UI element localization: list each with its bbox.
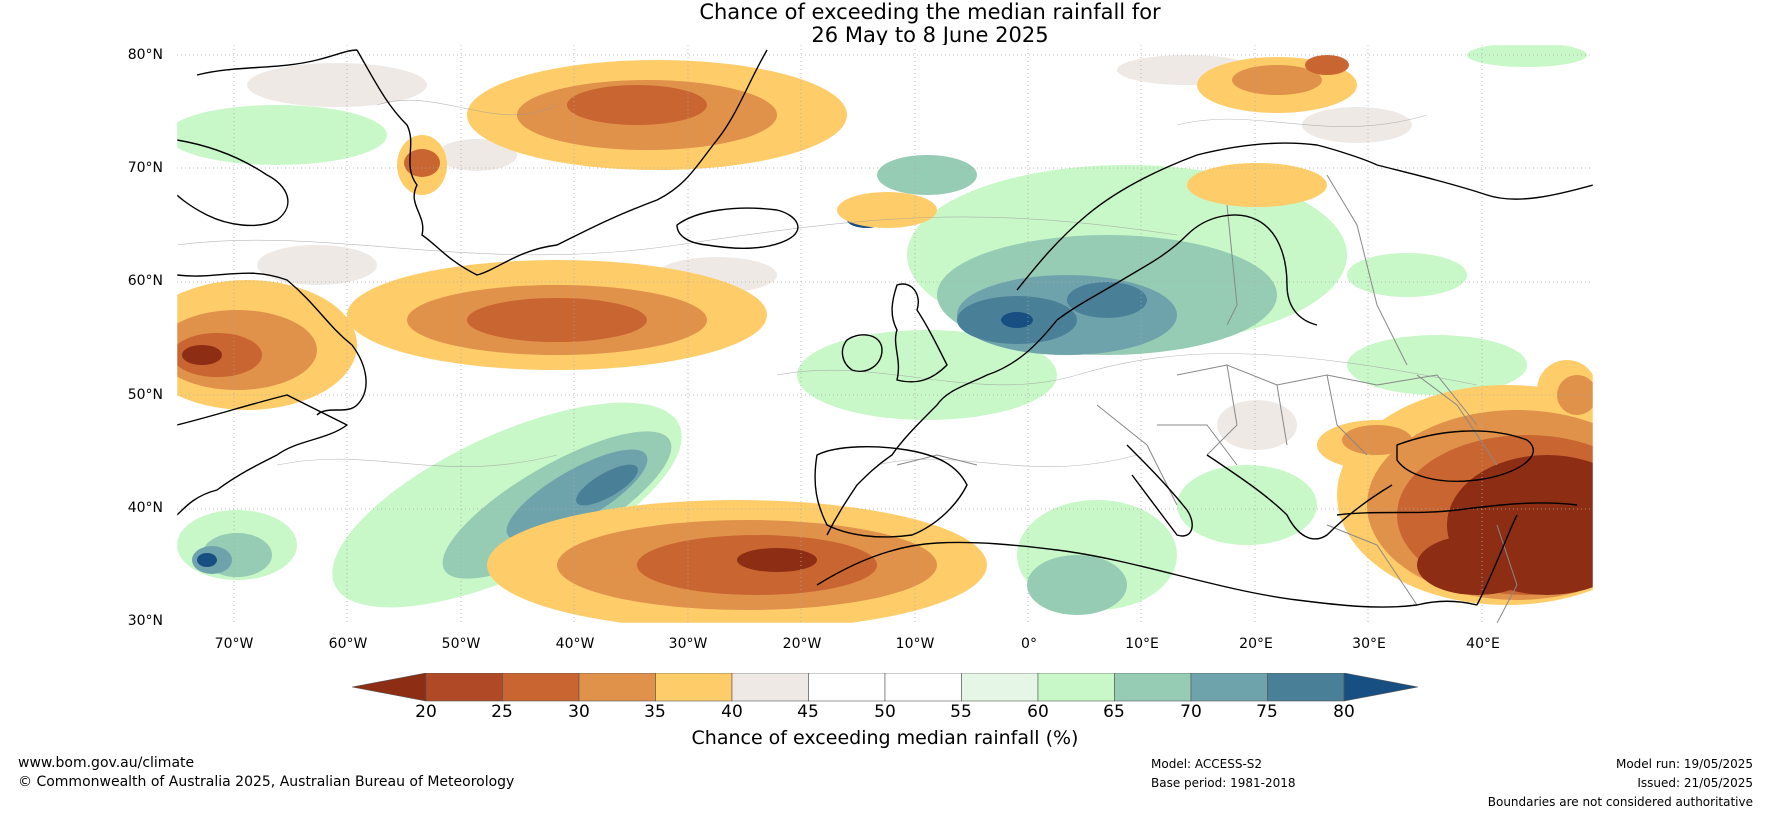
footer-website: www.bom.gov.au/climate bbox=[18, 755, 195, 771]
ireland-coast bbox=[841, 334, 883, 372]
lat-label-70n: 70°N bbox=[127, 160, 163, 176]
page-subtitle: 26 May to 8 June 2025 bbox=[811, 23, 1049, 47]
colorbar-segment-1 bbox=[425, 673, 503, 702]
lon-label-60w: 60°W bbox=[328, 636, 368, 652]
colorbar-segment-6 bbox=[808, 673, 886, 702]
iceland-coast bbox=[676, 207, 799, 249]
colorbar-segment-2 bbox=[502, 673, 580, 702]
colorbar-segment-11 bbox=[1190, 673, 1268, 702]
colorbar-tick-65: 65 bbox=[1103, 702, 1125, 722]
colorbar-tick-30: 30 bbox=[568, 702, 590, 722]
colorbar-segment-9 bbox=[1037, 673, 1115, 702]
lon-label-40w: 40°W bbox=[555, 636, 595, 652]
canadian-arctic-coast bbox=[196, 49, 358, 76]
lon-label-30w: 30°W bbox=[668, 636, 708, 652]
kola-coast bbox=[1376, 164, 1593, 200]
britain-coast bbox=[891, 283, 948, 383]
country-borders bbox=[896, 174, 1518, 623]
graticule bbox=[177, 45, 1593, 623]
colorbar-tick-45: 45 bbox=[797, 702, 819, 722]
colorbar-tick-60: 60 bbox=[1027, 702, 1049, 722]
colorbar-segment-3 bbox=[578, 673, 656, 702]
italy-coast bbox=[1126, 444, 1193, 537]
colorbar-tick-35: 35 bbox=[644, 702, 666, 722]
lon-label-50w: 50°W bbox=[441, 636, 481, 652]
lon-label-10e: 10°E bbox=[1125, 636, 1159, 652]
lon-label-40e: 40°E bbox=[1466, 636, 1500, 652]
colorbar-tick-50: 50 bbox=[874, 702, 896, 722]
labrador-coast bbox=[177, 272, 367, 416]
colorbar-segment-arrow-high bbox=[1343, 673, 1419, 702]
europe-west-coast bbox=[826, 319, 1058, 536]
colorbar-tick-55: 55 bbox=[950, 702, 972, 722]
colorbar-segment-7 bbox=[884, 673, 962, 702]
lon-label-20w: 20°W bbox=[782, 636, 822, 652]
turkey-coast bbox=[1336, 502, 1578, 606]
rainfall-probability-map bbox=[177, 45, 1593, 623]
lat-label-80n: 80°N bbox=[127, 47, 163, 63]
coastlines bbox=[177, 49, 1593, 608]
north-africa-coast bbox=[816, 541, 1478, 608]
lat-label-30n: 30°N bbox=[127, 613, 163, 629]
footer-issued: Issued: 21/05/2025 bbox=[1637, 776, 1753, 790]
iberia-coast bbox=[814, 446, 968, 538]
lat-label-40n: 40°N bbox=[127, 500, 163, 516]
colorbar-segment-arrow-low bbox=[352, 673, 427, 702]
colorbar-tick-75: 75 bbox=[1256, 702, 1278, 722]
page-title: Chance of exceeding the median rainfall … bbox=[699, 0, 1161, 24]
colorbar-segment-10 bbox=[1114, 673, 1192, 702]
footer-model: Model: ACCESS-S2 bbox=[1151, 757, 1263, 771]
lon-label-20e: 20°E bbox=[1239, 636, 1273, 652]
footer-base-period: Base period: 1981-2018 bbox=[1151, 776, 1296, 790]
footer-copyright: © Commonwealth of Australia 2025, Austra… bbox=[18, 774, 515, 790]
baffin-coast bbox=[177, 139, 289, 227]
colorbar-tick-70: 70 bbox=[1180, 702, 1202, 722]
lat-label-50n: 50°N bbox=[127, 387, 163, 403]
colorbar-tick-40: 40 bbox=[721, 702, 743, 722]
drier-patches-extreme bbox=[182, 345, 1593, 595]
lon-label-70w: 70°W bbox=[214, 636, 254, 652]
balkans-coast bbox=[1206, 454, 1393, 540]
greenland-coast bbox=[356, 49, 768, 276]
lat-label-60n: 60°N bbox=[127, 273, 163, 289]
sweden-finland-coast bbox=[1056, 214, 1318, 326]
footer-disclaimer: Boundaries are not considered authoritat… bbox=[1487, 795, 1753, 809]
colorbar bbox=[352, 673, 1419, 702]
colorbar-tick-25: 25 bbox=[491, 702, 513, 722]
colorbar-segment-5 bbox=[731, 673, 809, 702]
colorbar-segment-4 bbox=[655, 673, 733, 702]
nova-scotia-coast bbox=[177, 394, 348, 516]
lon-label-30e: 30°E bbox=[1352, 636, 1386, 652]
colorbar-tick-80: 80 bbox=[1333, 702, 1355, 722]
colorbar-tick-20: 20 bbox=[415, 702, 437, 722]
contour-lines bbox=[177, 99, 1478, 467]
black-sea-coast bbox=[1396, 430, 1534, 482]
lon-label-0: 0° bbox=[1021, 636, 1037, 652]
colorbar-label: Chance of exceeding median rainfall (%) bbox=[691, 727, 1079, 749]
footer-model-run: Model run: 19/05/2025 bbox=[1615, 757, 1753, 771]
colorbar-segment-8 bbox=[961, 673, 1039, 702]
colorbar-segment-12 bbox=[1267, 673, 1345, 702]
lon-label-10w: 10°W bbox=[895, 636, 935, 652]
norway-coast bbox=[1016, 142, 1378, 291]
